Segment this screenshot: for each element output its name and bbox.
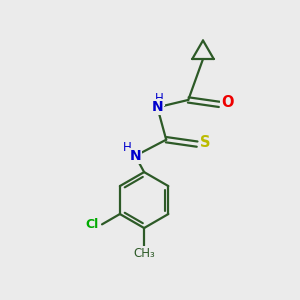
Text: N: N [130, 149, 141, 163]
Text: N: N [152, 100, 163, 114]
Text: S: S [200, 135, 211, 150]
Text: Cl: Cl [85, 218, 98, 231]
Text: O: O [221, 95, 234, 110]
Text: H: H [123, 141, 131, 154]
Text: H: H [155, 92, 164, 105]
Text: CH₃: CH₃ [133, 247, 155, 260]
